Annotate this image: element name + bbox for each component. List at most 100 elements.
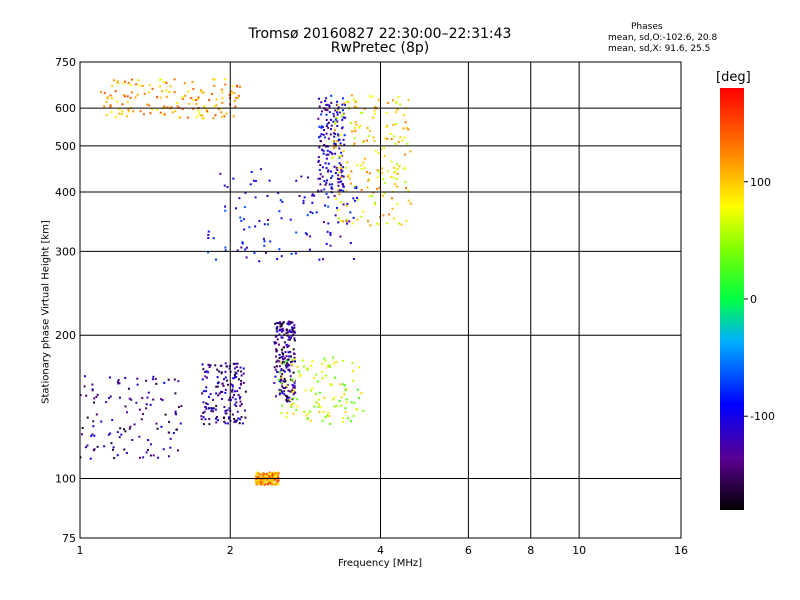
echo-point <box>93 397 96 400</box>
echo-point <box>233 421 236 424</box>
echo-point <box>326 230 329 233</box>
echo-point <box>219 390 222 393</box>
echo-point <box>130 78 133 81</box>
echo-point <box>325 145 328 148</box>
y-tick-labels: 750 600 500 400 300 200 100 75 <box>55 56 76 545</box>
echo-point <box>286 395 289 398</box>
echo-point <box>375 222 378 225</box>
echo-point <box>347 175 350 178</box>
echo-point <box>335 206 338 209</box>
echo-point <box>277 191 280 194</box>
echo-point <box>332 115 335 118</box>
echo-point <box>202 411 205 414</box>
y-tick-label: 75 <box>62 532 76 545</box>
echo-point <box>147 391 150 394</box>
echo-point <box>295 409 298 412</box>
echo-point <box>121 110 124 113</box>
echo-point <box>103 105 106 108</box>
echo-point <box>203 106 206 109</box>
echo-point <box>282 321 285 324</box>
echo-point <box>330 151 333 154</box>
echo-point <box>396 203 399 206</box>
echo-point <box>86 416 89 419</box>
echo-point <box>353 142 356 145</box>
echo-point <box>323 128 326 131</box>
echo-point <box>223 115 226 118</box>
echo-point <box>137 79 140 82</box>
echo-point <box>225 112 228 115</box>
echo-point <box>354 199 357 202</box>
echo-point <box>286 412 289 415</box>
echo-point <box>337 103 340 106</box>
echo-point <box>332 132 335 135</box>
echo-point <box>288 329 291 332</box>
echo-point <box>224 376 227 379</box>
echo-point <box>334 118 337 121</box>
echo-point <box>304 232 307 235</box>
echo-point <box>339 219 342 222</box>
echo-point <box>395 122 398 125</box>
echo-point <box>306 176 309 179</box>
echo-point <box>289 355 292 358</box>
echo-point <box>228 407 231 410</box>
echo-point <box>249 183 252 186</box>
echo-point <box>152 398 155 401</box>
echo-point <box>326 103 329 106</box>
echo-point <box>235 401 238 404</box>
echo-point <box>205 108 208 111</box>
echo-point <box>318 125 321 128</box>
echo-point <box>133 423 136 426</box>
echo-point <box>242 381 245 384</box>
echo-point <box>276 482 279 485</box>
echo-point <box>216 382 219 385</box>
echo-point <box>337 108 340 111</box>
grid-lines <box>80 62 681 538</box>
echo-point <box>374 150 377 153</box>
echo-point <box>351 222 354 225</box>
echo-point <box>145 407 148 410</box>
echo-point <box>129 96 132 99</box>
echo-point <box>328 104 331 107</box>
echo-point <box>353 257 356 260</box>
echo-point <box>215 258 218 261</box>
echo-point <box>300 175 303 178</box>
echo-point <box>373 112 376 115</box>
echo-point <box>223 406 226 409</box>
echo-point <box>342 359 345 362</box>
echo-point <box>286 344 289 347</box>
echo-point <box>386 222 389 225</box>
echo-point <box>292 402 295 405</box>
echo-point <box>282 358 285 361</box>
echo-point <box>293 389 296 392</box>
echo-point <box>230 399 233 402</box>
echo-point <box>202 416 205 419</box>
echo-point <box>271 473 274 476</box>
echo-point <box>146 103 149 106</box>
echo-point <box>324 162 327 165</box>
echo-point <box>280 348 283 351</box>
echo-point <box>342 138 345 141</box>
echo-point <box>331 183 334 186</box>
echo-point <box>317 177 320 180</box>
echo-point <box>170 106 173 109</box>
echo-point <box>344 389 347 392</box>
y-tick-label: 500 <box>55 140 76 153</box>
echo-point <box>337 221 340 224</box>
echo-point <box>274 322 277 325</box>
echo-point <box>324 183 327 186</box>
echo-point <box>339 189 342 192</box>
echo-point <box>396 172 399 175</box>
echo-point <box>215 392 218 395</box>
echo-point <box>354 129 357 132</box>
echo-point <box>277 474 280 477</box>
echo-point <box>226 409 229 412</box>
echo-point <box>340 155 343 158</box>
echo-point <box>328 414 331 417</box>
echo-point <box>341 170 344 173</box>
echo-point <box>380 167 383 170</box>
echo-point <box>273 472 276 475</box>
echo-point <box>113 457 116 460</box>
echo-point <box>321 377 324 380</box>
echo-point <box>399 103 402 106</box>
echo-point <box>291 330 294 333</box>
